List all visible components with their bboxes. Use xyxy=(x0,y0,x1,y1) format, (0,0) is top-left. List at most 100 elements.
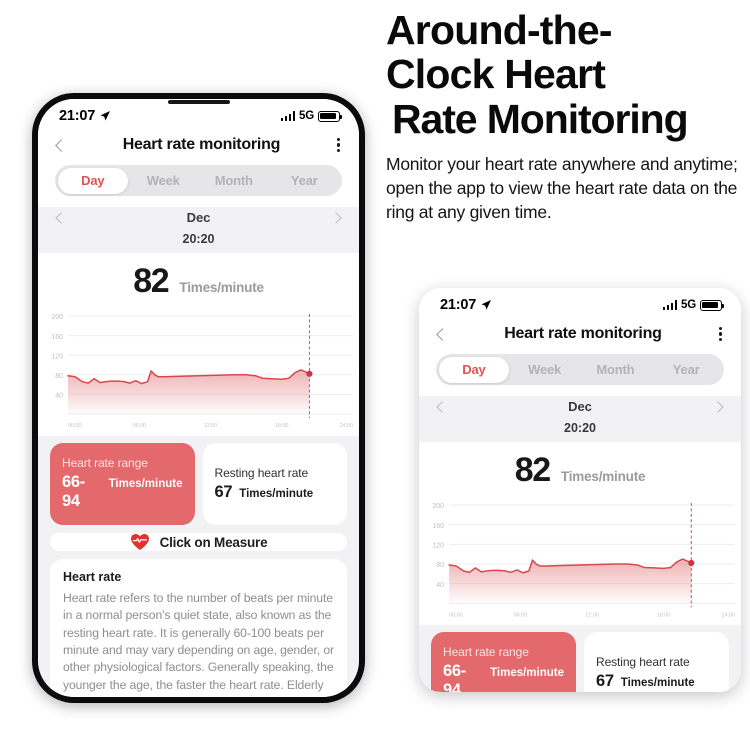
info-body: Heart rate refers to the number of beats… xyxy=(63,591,334,697)
svg-text:40: 40 xyxy=(55,393,63,400)
stat-card-resting[interactable]: Resting heart rate 67 Times/minute xyxy=(202,443,347,525)
heart-rate-chart[interactable]: 200 160 120 80 40 00:00 06:00 12:00 18:00 24:00 xyxy=(38,308,359,432)
range-unit: Times/minute xyxy=(108,478,183,490)
svg-text:200: 200 xyxy=(432,503,444,510)
headline-line-1: Around-the- xyxy=(386,7,613,53)
stat-card-resting-2[interactable]: Resting heart rate 67 Times/minute xyxy=(584,632,729,692)
location-arrow-icon xyxy=(100,111,111,121)
heart-pulse-icon xyxy=(130,534,149,550)
status-bar-right-phone: 21:07 5G xyxy=(419,288,741,318)
nav-bar: Heart rate monitoring xyxy=(38,129,359,165)
svg-text:120: 120 xyxy=(432,543,444,550)
measurement-time-2: 20:20 xyxy=(419,416,741,442)
resting-unit-2: Times/minute xyxy=(620,676,695,689)
svg-text:06:00: 06:00 xyxy=(514,612,528,618)
phone-screen-left: 21:07 5G Heart rate monitoring xyxy=(38,99,359,697)
promo-headline: Around-the- Clock Heart Rate Monitoring xyxy=(386,8,744,141)
nav-bar-2: Heart rate monitoring xyxy=(419,318,741,354)
network-label: 5G xyxy=(299,110,314,122)
svg-text:18:00: 18:00 xyxy=(657,612,671,618)
back-button[interactable] xyxy=(55,138,68,152)
more-vertical-icon[interactable] xyxy=(336,137,340,153)
range-unit-2: Times/minute xyxy=(490,667,564,680)
period-tabs-2: Day Week Month Year xyxy=(436,354,724,385)
date-prev-button[interactable] xyxy=(55,211,67,224)
svg-text:80: 80 xyxy=(55,373,63,380)
status-time: 21:07 xyxy=(59,108,96,124)
status-time-2: 21:07 xyxy=(440,297,477,313)
range-caption: Heart rate range xyxy=(62,456,148,470)
svg-text:200: 200 xyxy=(51,314,63,321)
tab-month-2[interactable]: Month xyxy=(596,362,635,377)
page-title: Heart rate monitoring xyxy=(122,136,281,153)
svg-text:00:00: 00:00 xyxy=(68,423,82,429)
headline-line-2: Clock Heart xyxy=(386,51,606,98)
date-next-button-2[interactable] xyxy=(712,400,724,413)
headline-line-3: Rate Monitoring xyxy=(392,95,689,142)
chart-svg: 200 160 120 80 40 00:00 06:00 12:00 18:00 24:00 xyxy=(51,314,354,429)
svg-text:12:00: 12:00 xyxy=(204,423,218,429)
info-panel: Heart rate Heart rate refers to the numb… xyxy=(50,559,347,697)
current-reading: 82 Times/minute xyxy=(38,262,359,308)
battery-icon xyxy=(700,299,725,311)
tab-day[interactable]: Day xyxy=(57,167,128,194)
bpm-unit: Times/minute xyxy=(179,280,264,295)
resting-value: 67 xyxy=(214,482,233,501)
stat-card-range-2[interactable]: Heart rate range 66-94 Times/minute xyxy=(431,632,576,692)
phone-mockup-left: 21:07 5G Heart rate monitoring xyxy=(32,93,365,703)
period-tabs-wrap: Day Week Month Year xyxy=(38,165,359,207)
resting-unit: Times/minute xyxy=(239,487,314,500)
range-value: 66-94 xyxy=(62,473,85,510)
tab-month[interactable]: Month xyxy=(214,173,253,188)
tab-week-2[interactable]: Week xyxy=(528,362,562,377)
measure-button[interactable]: Click on Measure xyxy=(50,533,347,551)
resting-caption: Resting heart rate xyxy=(214,465,309,480)
svg-text:00:00: 00:00 xyxy=(449,612,463,618)
tab-day-2[interactable]: Day xyxy=(438,356,510,383)
svg-text:160: 160 xyxy=(432,523,444,530)
page-title-2: Heart rate monitoring xyxy=(504,325,662,342)
resting-caption-2: Resting heart rate xyxy=(596,654,690,669)
chart-card-2: 82 Times/minute 200 160 120 80 40 00:00 06:00 1… xyxy=(419,442,741,626)
range-caption-2: Heart rate range xyxy=(443,645,529,660)
tab-year-2[interactable]: Year xyxy=(672,362,700,377)
promo-copy: Around-the- Clock Heart Rate Monitoring … xyxy=(386,8,744,225)
promo-description: Monitor your heart rate anywhere and any… xyxy=(386,153,738,223)
status-bar: 21:07 5G xyxy=(38,99,359,129)
more-vertical-icon[interactable] xyxy=(718,326,722,342)
period-tabs: Day Week Month Year xyxy=(55,165,342,196)
stat-card-range[interactable]: Heart rate range 66-94 Times/minute xyxy=(50,443,195,525)
date-label-2: Dec xyxy=(568,399,592,414)
tab-year[interactable]: Year xyxy=(290,173,318,188)
phone-mockup-right: 21:07 5G Heart rate monitoring xyxy=(419,288,741,692)
status-bar-right: 5G xyxy=(280,110,343,122)
speaker-slot xyxy=(167,100,230,104)
svg-text:80: 80 xyxy=(436,562,444,569)
chart-svg-2: 200 160 120 80 40 00:00 06:00 12:00 18:00 24:00 xyxy=(432,503,735,618)
date-prev-button-2[interactable] xyxy=(436,400,448,413)
resting-value-2: 67 xyxy=(596,671,614,690)
date-next-button[interactable] xyxy=(330,211,342,224)
back-button-2[interactable] xyxy=(436,327,449,341)
phone-screen-right: 21:07 5G Heart rate monitoring xyxy=(419,288,741,692)
date-nav-2: Dec xyxy=(419,396,741,416)
location-arrow-icon xyxy=(481,300,492,310)
network-label-2: 5G xyxy=(681,299,696,311)
bpm-value: 82 xyxy=(133,262,170,300)
svg-text:24:00: 24:00 xyxy=(721,612,735,618)
measure-label: Click on Measure xyxy=(159,534,268,550)
status-bar-left-2: 21:07 xyxy=(440,297,492,313)
signal-bars-icon xyxy=(280,111,296,121)
svg-text:12:00: 12:00 xyxy=(585,612,599,618)
measurement-time: 20:20 xyxy=(38,227,359,253)
svg-text:160: 160 xyxy=(51,334,63,341)
svg-text:24:00: 24:00 xyxy=(340,423,354,429)
status-bar-right-2: 5G xyxy=(662,299,725,311)
svg-text:18:00: 18:00 xyxy=(275,423,289,429)
tab-week[interactable]: Week xyxy=(146,173,180,188)
battery-icon xyxy=(318,110,343,122)
heart-rate-chart-2[interactable]: 200 160 120 80 40 00:00 06:00 12:00 18:00 24:00 xyxy=(419,497,741,621)
chart-card: 82 Times/minute 200 160 120 80 40 00:00 06:00 1… xyxy=(38,253,359,436)
current-reading-2: 82 Times/minute xyxy=(419,451,741,497)
